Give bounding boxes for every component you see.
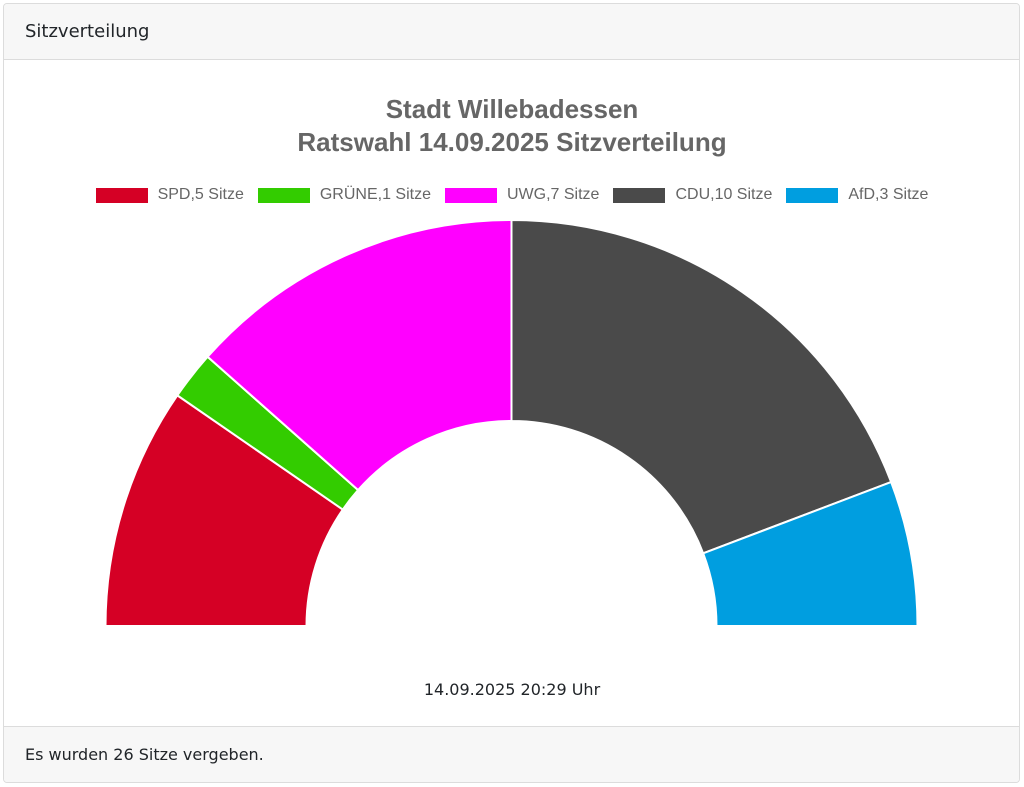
legend-item-spd[interactable]: SPD,5 Sitze	[95, 186, 244, 204]
chart-timestamp: 14.09.2025 20:29 Uhr	[423, 680, 601, 699]
chart-title-line2: Ratswahl 14.09.2025 Sitzverteilung	[297, 127, 727, 157]
legend-item-gruene[interactable]: GRÜNE,1 Sitze	[257, 186, 431, 204]
legend-label-gruene: GRÜNE,1 Sitze	[319, 186, 431, 203]
legend-swatch-spd	[95, 187, 148, 203]
legend-label-cdu: CDU,10 Sitze	[675, 186, 773, 203]
legend-swatch-uwg	[444, 187, 497, 203]
slice-afd[interactable]	[701, 480, 919, 627]
card-footer-summary: Es wurden 26 Sitze vergeben.	[4, 726, 1019, 782]
legend-item-cdu[interactable]: CDU,10 Sitze	[613, 186, 772, 204]
slice-cdu[interactable]	[510, 218, 893, 555]
slice-uwg[interactable]	[206, 218, 513, 492]
legend-swatch-gruene	[257, 187, 310, 203]
legend-swatch-afd	[786, 187, 839, 203]
legend-item-afd[interactable]: AfD,3 Sitze	[786, 186, 928, 204]
legend-item-uwg[interactable]: UWG,7 Sitze	[444, 186, 600, 204]
chart-title-line1: Stadt Willebadessen	[385, 94, 639, 124]
legend-label-spd: SPD,5 Sitze	[157, 186, 244, 203]
card-header: Sitzverteilung	[4, 4, 1019, 60]
seat-distribution-card: Sitzverteilung Es wurden 26 Sitze vergeb…	[3, 3, 1020, 783]
chart-legend: SPD,5 Sitze GRÜNE,1 Sitze UWG,7 Sitze CD…	[0, 186, 1024, 204]
chart-slices	[104, 218, 919, 627]
legend-swatch-cdu	[613, 187, 666, 203]
legend-label-afd: AfD,3 Sitze	[848, 186, 929, 203]
legend-label-uwg: UWG,7 Sitze	[506, 186, 600, 203]
